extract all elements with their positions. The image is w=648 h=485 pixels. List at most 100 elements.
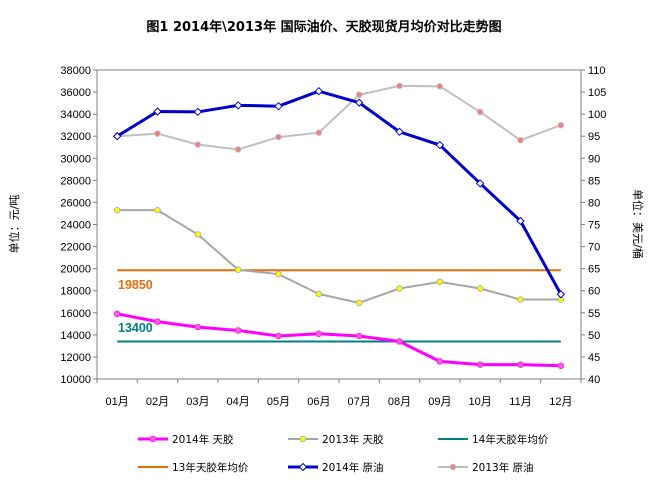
- series-0: [113, 310, 565, 369]
- x-tick-label: 07月: [348, 396, 371, 408]
- data-point: [274, 101, 283, 111]
- left-tick-label: 22000: [60, 242, 91, 254]
- data-point: [396, 338, 403, 345]
- legend-label: 2013年 天胶: [322, 433, 384, 446]
- data-point: [194, 141, 202, 148]
- annotation-13-avg: 19850: [118, 278, 153, 292]
- data-point: [113, 206, 121, 214]
- legend-item: 2014年 原油: [288, 461, 384, 474]
- legend-label: 14年天胶年均价: [472, 433, 549, 446]
- left-tick-label: 30000: [60, 153, 91, 165]
- data-point: [355, 332, 363, 340]
- x-tick-label: 11月: [509, 396, 531, 408]
- series-1: [113, 206, 565, 307]
- legend-label: 13年天胶年均价: [172, 461, 249, 474]
- right-tick-label: 45: [588, 352, 600, 364]
- data-point: [475, 179, 485, 188]
- data-point: [517, 296, 524, 303]
- data-point: [275, 332, 282, 340]
- right-tick-label: 65: [588, 264, 600, 276]
- legend-swatch-marker: [299, 435, 307, 443]
- data-point: [557, 121, 565, 129]
- data-point: [315, 290, 323, 298]
- x-tick-label: 08月: [388, 396, 411, 408]
- data-point: [436, 358, 444, 365]
- data-point: [354, 98, 364, 107]
- data-point: [234, 266, 242, 273]
- data-point: [517, 136, 524, 144]
- plot-area: [96, 69, 582, 380]
- right-tick-label: 110: [588, 65, 606, 77]
- left-tick-label: 16000: [60, 308, 91, 320]
- data-point: [234, 146, 242, 153]
- data-point: [557, 362, 565, 369]
- data-point: [396, 82, 403, 90]
- data-point: [436, 83, 444, 90]
- left-tick-label: 20000: [60, 264, 91, 276]
- data-point: [315, 129, 323, 136]
- legend-swatch-marker: [149, 435, 157, 443]
- series-line: [117, 209, 561, 304]
- left-tick-label: 24000: [60, 220, 91, 232]
- series-line: [116, 89, 563, 295]
- x-tick-label: 10月: [469, 396, 492, 408]
- x-tick-label: 03月: [186, 396, 209, 408]
- legend-label: 2014年 天胶: [172, 433, 234, 446]
- right-tick-label: 100: [588, 109, 606, 121]
- data-point: [193, 107, 203, 117]
- data-point: [355, 299, 363, 307]
- data-point: [112, 132, 122, 141]
- data-point: [314, 86, 324, 96]
- data-point: [476, 108, 484, 116]
- data-point: [396, 285, 403, 292]
- data-point: [355, 91, 363, 98]
- right-tick-label: 40: [588, 374, 600, 386]
- x-tick-label: 05月: [267, 396, 290, 408]
- left-tick-label: 32000: [60, 131, 91, 143]
- series-layer: [112, 82, 566, 369]
- legend-item: 13年天胶年均价: [138, 461, 249, 474]
- left-axis: 10000 12000 14000 16000 18000 20000 22000 24000…: [60, 65, 97, 386]
- data-point: [194, 323, 202, 331]
- x-tick-label: 02月: [146, 396, 169, 408]
- left-tick-label: 38000: [60, 65, 91, 77]
- x-tick-label: 04月: [227, 396, 250, 408]
- left-tick-label: 34000: [60, 109, 91, 121]
- right-tick-label: 55: [588, 308, 600, 320]
- x-tick-label: 12月: [549, 396, 572, 408]
- chart-title: 图1 2014年\2013年 国际油价、天胶现货月均价对比走势图: [146, 19, 501, 35]
- left-tick-label: 28000: [60, 175, 91, 187]
- legend-swatch-marker: [298, 462, 308, 472]
- right-axis-label: 单位：美元/桶: [631, 189, 645, 259]
- right-tick-label: 105: [588, 87, 606, 99]
- right-tick-label: 90: [588, 153, 600, 165]
- data-point: [395, 127, 404, 137]
- left-tick-label: 26000: [60, 197, 91, 209]
- right-axis: 40 45 50 55 60 65 70 75 80 85 90 95 100 105 110: [581, 65, 606, 386]
- data-point: [153, 107, 162, 116]
- data-point: [556, 290, 566, 299]
- legend-item: 2014年 天胶: [138, 433, 234, 446]
- legend-item: 2013年 天胶: [288, 433, 384, 446]
- left-tick-label: 12000: [60, 352, 91, 364]
- left-tick-label: 36000: [60, 87, 91, 99]
- right-tick-label: 75: [588, 220, 600, 232]
- data-point: [315, 330, 323, 337]
- data-point: [517, 361, 524, 368]
- data-point: [154, 318, 161, 325]
- left-tick-label: 14000: [60, 330, 91, 342]
- data-point: [476, 361, 484, 368]
- legend-swatch-marker: [449, 463, 457, 471]
- right-tick-label: 85: [588, 175, 600, 187]
- x-tick-label: 06月: [307, 396, 330, 408]
- left-axis-label: 单位：元/吨: [7, 195, 21, 254]
- x-tick-label: 09月: [428, 396, 451, 408]
- data-point: [275, 133, 282, 141]
- data-point: [476, 285, 484, 292]
- legend-item: 2013年 原油: [438, 461, 534, 474]
- legend-item: 14年天胶年均价: [438, 433, 549, 446]
- series-line: [116, 312, 561, 368]
- left-tick-label: 10000: [60, 374, 91, 386]
- right-tick-label: 95: [588, 131, 600, 143]
- right-tick-label: 80: [588, 197, 600, 209]
